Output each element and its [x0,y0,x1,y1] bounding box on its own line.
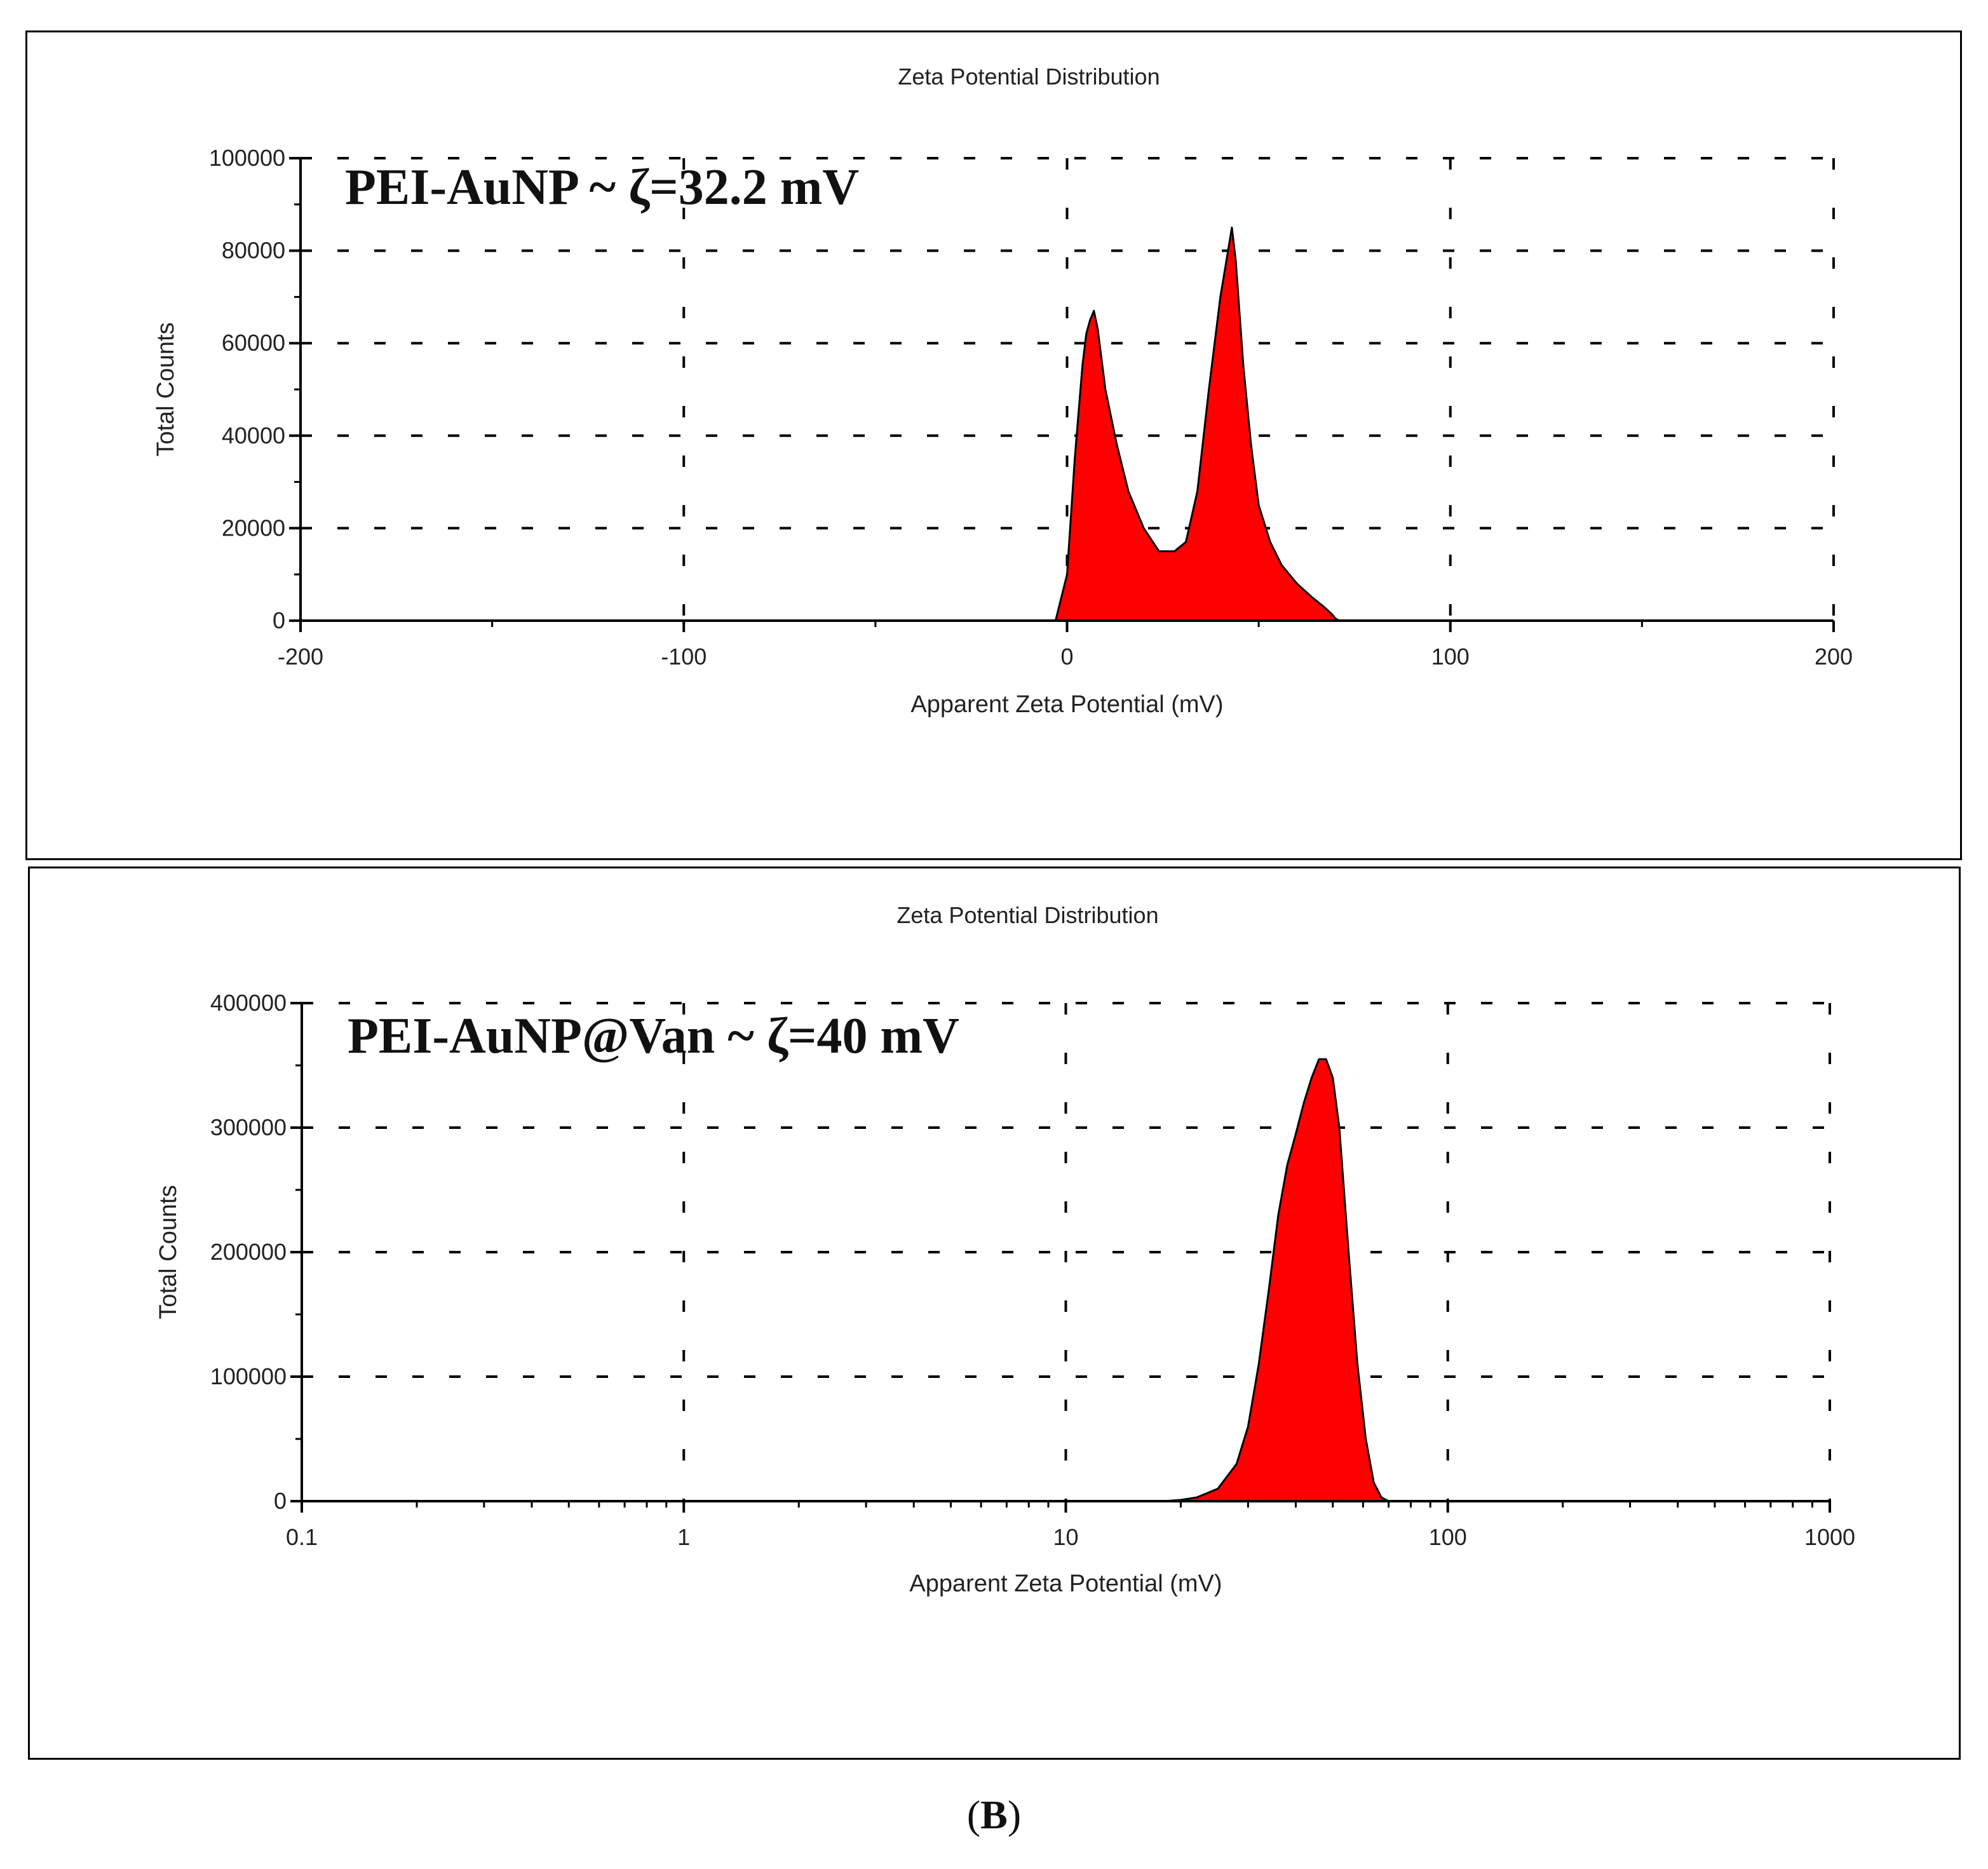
x-axis-label: Apparent Zeta Potential (mV) [910,691,1223,718]
chart-panel-top: Zeta Potential Distribution 0 20000 40000 60… [25,30,1962,860]
zeta-chart-bottom: Zeta Potential Distribution 0 100000 200000… [155,902,1855,1597]
y-tick-label: 0 [273,607,285,633]
x-tick-label: 10 [1053,1524,1078,1550]
y-tick-label: 80000 [222,238,285,264]
figure-label-letter: B [980,1792,1008,1837]
x-tick-label: 1000 [1804,1524,1855,1550]
x-tick-label: 200 [1815,644,1853,670]
y-tick-label: 400000 [210,990,287,1016]
x-tick-label: 0.1 [286,1524,318,1550]
figure-label-close: ) [1007,1792,1022,1837]
y-tick-label: 20000 [222,515,285,541]
y-tick-label: 300000 [210,1114,287,1140]
x-tick-label: -200 [278,644,323,670]
y-tick-label: 60000 [222,330,285,356]
y-tick-label: 40000 [222,422,285,449]
x-tick-label: 100 [1431,644,1470,670]
y-tick-label: 0 [274,1488,287,1514]
y-tick-label: 100000 [209,145,285,171]
x-tick-label: 1 [677,1524,690,1550]
chart-title: Zeta Potential Distribution [896,902,1158,928]
y-axis-label: Total Counts [152,322,179,456]
y-axis-label: Total Counts [155,1185,182,1319]
x-tick-label: 0 [1060,644,1073,670]
x-axis-label: Apparent Zeta Potential (mV) [909,1570,1222,1597]
sample-annotation: PEI-AuNP ~ ζ=32.2 mV [345,159,859,215]
sample-annotation: PEI-AuNP@Van ~ ζ=40 mV [348,1008,959,1064]
y-tick-label: 200000 [210,1239,287,1265]
chart-panel-bottom: Zeta Potential Distribution 0 100000 200000… [28,867,1961,1760]
distribution-area [1054,226,1341,622]
x-tick-label: -100 [661,644,707,670]
figure-label-open: ( [966,1792,981,1837]
distribution-area [1162,1058,1390,1502]
chart-title: Zeta Potential Distribution [898,64,1160,90]
zeta-chart-top: Zeta Potential Distribution 0 20000 40000 60… [152,64,1853,718]
y-tick-label: 100000 [210,1363,287,1389]
x-tick-label: 100 [1429,1524,1467,1550]
figure-label: (B) [0,1791,1988,1839]
